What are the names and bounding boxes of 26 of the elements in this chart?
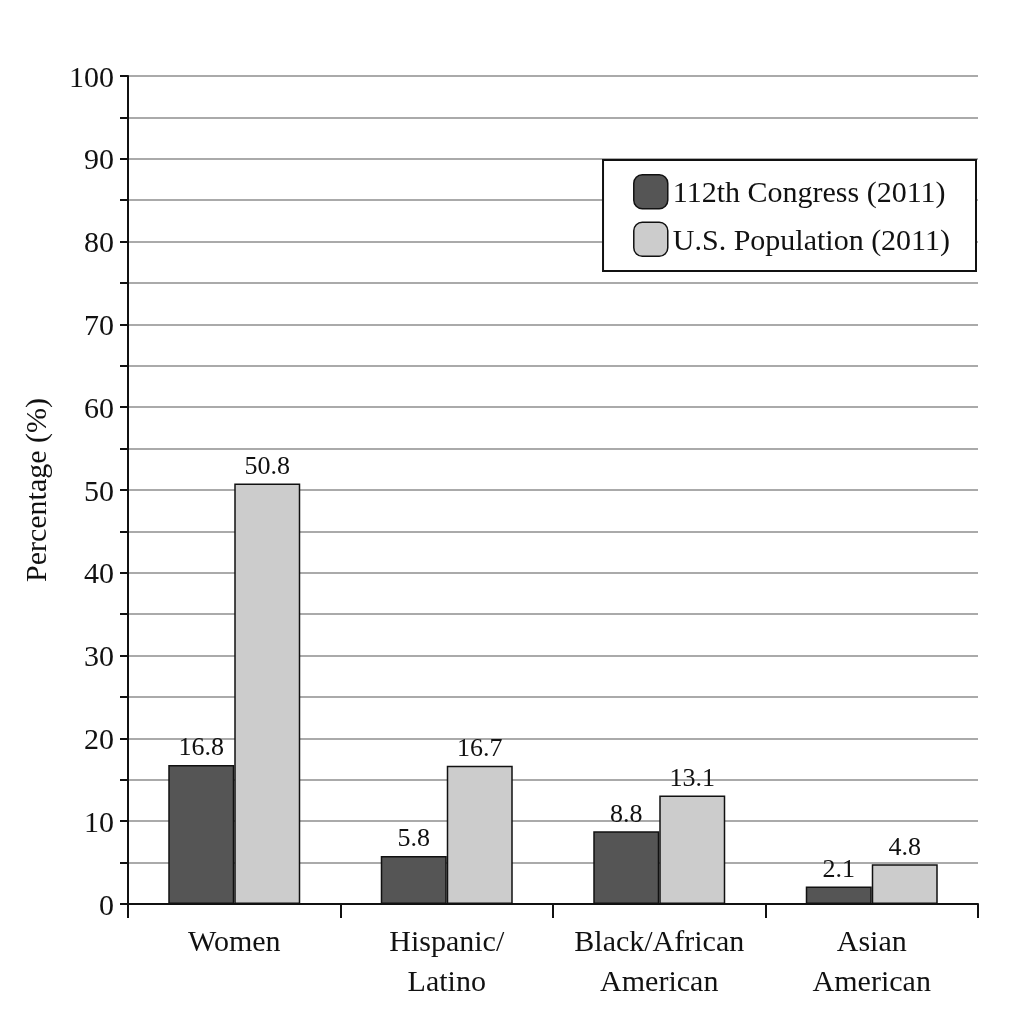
y-tick-label: 40 — [84, 556, 114, 590]
data-label: 5.8 — [397, 823, 430, 853]
y-tick-label: 0 — [99, 887, 114, 921]
y-tick-label: 80 — [84, 225, 114, 259]
data-label: 4.8 — [888, 831, 921, 861]
data-label: 50.8 — [244, 450, 290, 480]
x-tick-label: Hispanic/ Latino — [389, 923, 505, 997]
y-tick-label: 90 — [84, 142, 114, 176]
data-label: 13.1 — [669, 763, 715, 793]
data-label: 2.1 — [822, 854, 855, 884]
legend-label: U.S. Population (2011) — [672, 222, 951, 257]
y-tick-label: 30 — [84, 639, 114, 673]
data-label: 8.8 — [610, 798, 643, 828]
y-tick-label: 50 — [84, 473, 114, 507]
data-label: 16.8 — [178, 732, 224, 762]
x-tick-label: Women — [187, 923, 281, 957]
y-tick-label: 10 — [84, 804, 114, 838]
x-tick-label: Asian American — [812, 923, 931, 997]
y-axis-title: Percentage (%) — [18, 397, 53, 583]
y-tick-label: 60 — [84, 390, 114, 424]
legend-label: 112th Congress (2011) — [672, 175, 946, 210]
x-tick-label: Black/African American — [574, 923, 745, 997]
y-tick-label: 20 — [84, 721, 114, 755]
y-tick-label: 100 — [69, 59, 114, 93]
y-tick-label: 70 — [84, 307, 114, 341]
data-label: 16.7 — [457, 733, 503, 763]
